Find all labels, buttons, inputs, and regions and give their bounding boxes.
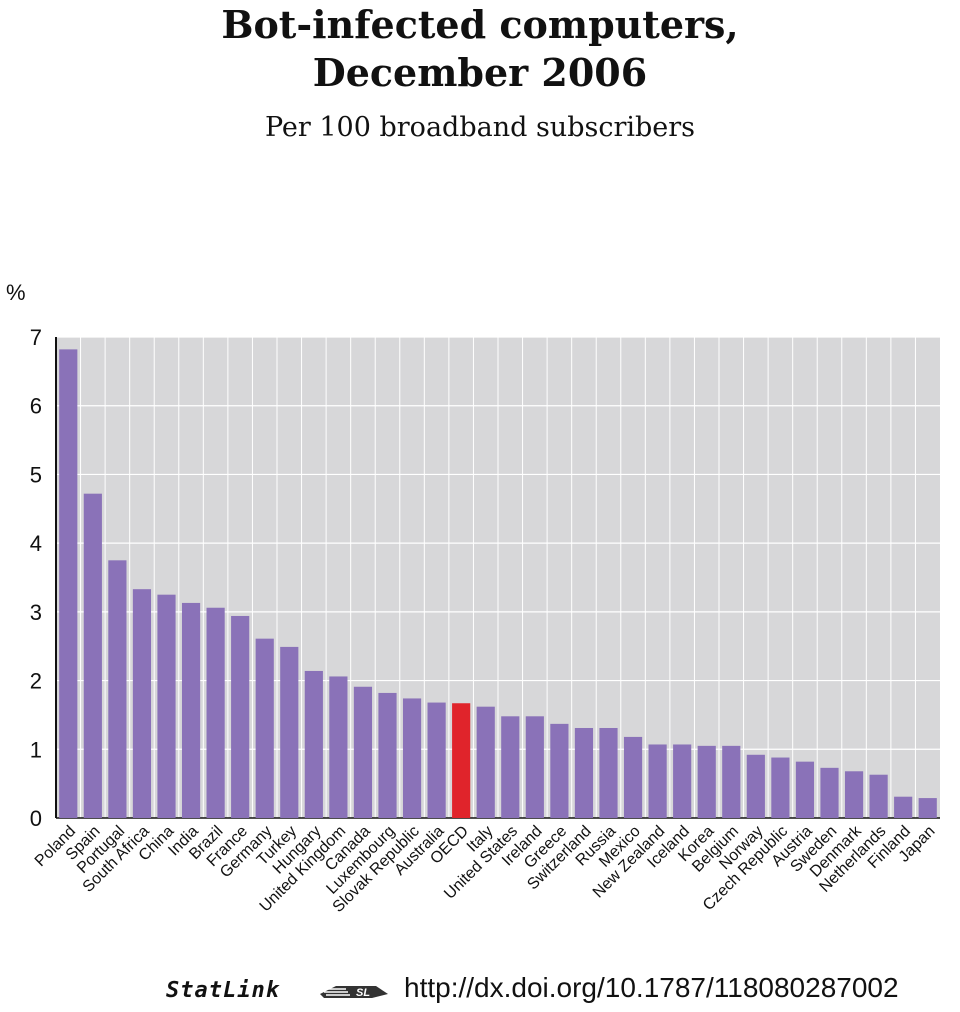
y-tick-label: 5 xyxy=(30,462,42,487)
bar-highlight xyxy=(452,703,471,818)
bar xyxy=(673,744,692,818)
bar xyxy=(83,493,102,818)
bar xyxy=(378,692,397,818)
chart-title-line-1: Bot-infected computers, xyxy=(221,2,739,47)
bar xyxy=(771,757,790,818)
bar xyxy=(599,727,618,818)
statlink-label: StatLink xyxy=(166,978,280,1003)
bar xyxy=(820,767,839,818)
bar xyxy=(427,702,446,818)
bar xyxy=(894,796,913,818)
bar xyxy=(353,686,373,818)
bar xyxy=(918,798,937,818)
bar xyxy=(157,594,176,818)
bar xyxy=(206,607,225,818)
chart-subtitle: Per 100 broadband subscribers xyxy=(264,112,696,143)
bar xyxy=(501,716,520,818)
y-tick-label: 4 xyxy=(30,531,42,556)
bar xyxy=(181,602,201,818)
bar xyxy=(574,727,594,818)
y-tick-label: 6 xyxy=(30,394,42,419)
bar xyxy=(697,745,716,818)
bar xyxy=(722,745,741,818)
footer: StatLink SL http://dx.doi.org/10.1787/11… xyxy=(0,972,960,1012)
bar xyxy=(304,670,323,818)
bar xyxy=(108,560,127,818)
y-tick-label: 1 xyxy=(30,737,42,762)
bar xyxy=(476,706,495,818)
y-tick-label: 0 xyxy=(30,806,42,831)
bar xyxy=(525,716,544,818)
doi-link[interactable]: http://dx.doi.org/10.1787/118080287002 xyxy=(404,972,899,1003)
statlink-logo-icon: SL xyxy=(320,986,388,999)
bar xyxy=(648,744,667,818)
y-axis-unit-label: % xyxy=(6,280,26,305)
bar xyxy=(402,698,422,818)
chart-title-line-2: December 2006 xyxy=(312,50,648,95)
bar xyxy=(231,615,250,818)
y-tick-label: 2 xyxy=(30,669,42,694)
bar xyxy=(280,646,299,818)
bar xyxy=(255,638,274,818)
bar xyxy=(132,589,152,818)
bar xyxy=(329,676,348,818)
bar xyxy=(869,774,888,818)
svg-text:SL: SL xyxy=(356,987,370,999)
y-tick-label: 7 xyxy=(30,325,42,350)
bar xyxy=(59,349,78,818)
y-tick-label: 3 xyxy=(30,600,42,625)
bar xyxy=(746,754,765,818)
bar xyxy=(844,771,864,818)
bar xyxy=(550,723,569,818)
bar xyxy=(623,736,643,818)
bar xyxy=(795,761,815,818)
